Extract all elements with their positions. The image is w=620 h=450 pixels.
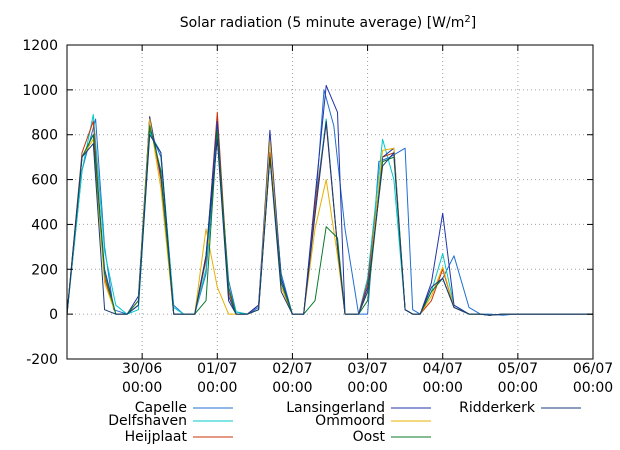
series-line-oost [66,125,593,316]
x-tick-label-time: 00:00 [347,380,387,396]
chart-title-main: Solar radiation (5 minute average) [W/m [180,15,465,31]
y-tick-label: -200 [26,352,58,368]
x-tick-label-time: 00:00 [197,380,237,396]
x-tick-label-date: 01/07 [197,361,237,377]
series-line-ommoord [66,118,593,316]
x-axis: 30/06 00:00 01/07 00:00 02/07 00:00 03/07 00:00… [122,45,613,396]
x-tick-label-time: 00:00 [573,380,613,396]
legend-label-heijplaat: Heijplaat [125,429,188,445]
legend-label-capelle: Capelle [135,400,187,416]
x-tick-label-time: 00:00 [498,380,538,396]
chart-title-suffix: ] [471,15,476,31]
chart-title-superscript: 2 [464,14,470,25]
y-tick-label: 600 [31,173,58,189]
series-line-delfshaven [66,114,593,316]
x-tick-label-date: 04/07 [423,361,463,377]
x-tick-label-date: 30/06 [122,361,162,377]
legend-label-delfshaven: Delfshaven [108,413,187,429]
x-tick-label-time: 00:00 [122,380,162,396]
x-tick-label-date: 02/07 [272,361,312,377]
series-line-ridderkerk [66,120,593,316]
legend-label-ommoord: Ommoord [315,413,385,429]
series-line-heijplaat [66,111,593,316]
legend: CapelleDelfshavenHeijplaatLansingerlandO… [108,400,581,445]
x-tick-label-time: 00:00 [423,380,463,396]
y-tick-label: 400 [31,217,58,233]
legend-label-oost: Oost [353,429,386,445]
x-tick-label-date: 05/07 [498,361,538,377]
y-axis: -200 0 200 400 600 800 1000 1200 [22,38,593,368]
y-tick-label: 800 [31,128,58,144]
y-tick-label: 200 [31,262,58,278]
legend-label-lansingerland: Lansingerland [286,400,385,416]
plot-frame [66,44,594,360]
x-tick-label-date: 03/07 [347,361,387,377]
y-tick-label: 0 [49,307,58,323]
y-tick-label: 1200 [22,38,58,54]
x-tick-label-time: 00:00 [272,380,312,396]
x-tick-label-date: 06/07 [573,361,613,377]
plot-area [66,84,593,316]
series-line-lansingerland [66,84,593,316]
chart-title: Solar radiation (5 minute average) [W/m2… [180,14,476,32]
legend-label-ridderkerk: Ridderkerk [459,400,536,416]
y-tick-label: 1000 [22,83,58,99]
